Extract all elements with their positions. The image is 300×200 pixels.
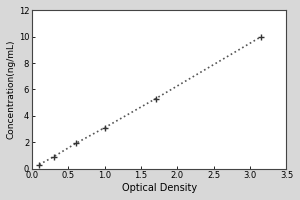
Y-axis label: Concentration(ng/mL): Concentration(ng/mL): [7, 40, 16, 139]
X-axis label: Optical Density: Optical Density: [122, 183, 197, 193]
